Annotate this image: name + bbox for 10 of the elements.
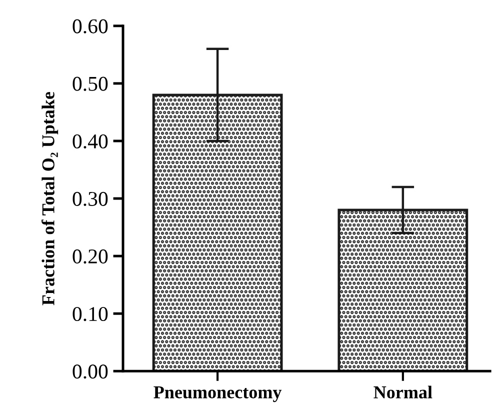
y-tick-label: 0.60 [72, 19, 108, 34]
y-tick-label: 0.30 [72, 192, 108, 206]
y-tick-label: 0.10 [72, 306, 108, 322]
y-tick-label: 0.50 [72, 76, 108, 91]
y-tick-label: 0.00 [72, 364, 108, 379]
x-tick-label: Normal [374, 386, 432, 398]
y-axis-title: Fraction of Total O₂ Uptake [42, 92, 58, 306]
y-tick-label: 0.40 [72, 134, 108, 148]
x-tick-label: Pneumonectomy [154, 386, 282, 402]
y-tick-label: 0.20 [72, 249, 108, 264]
